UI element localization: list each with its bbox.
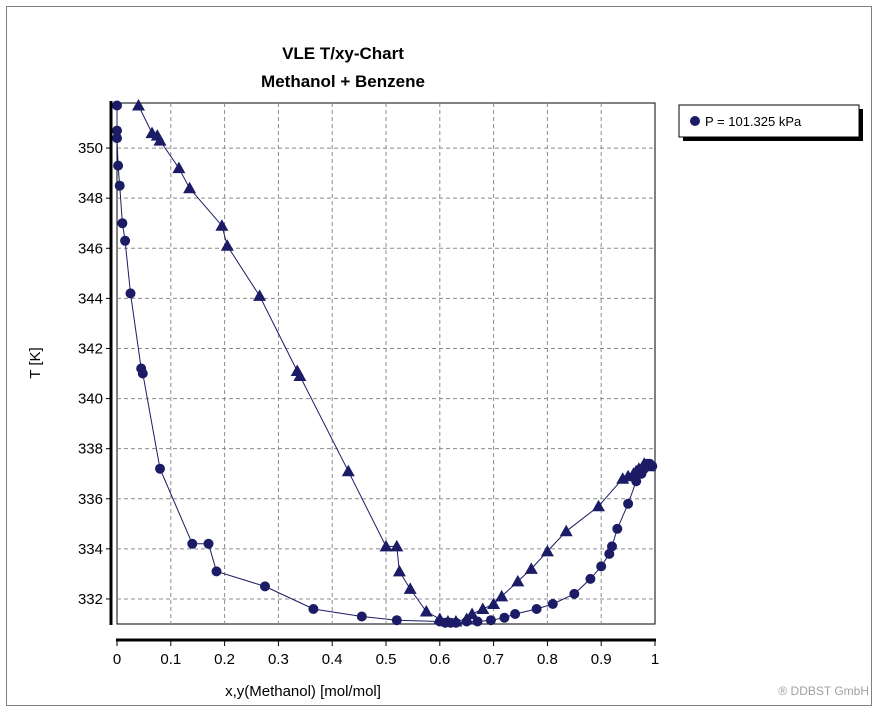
vapor-point <box>465 607 479 619</box>
vapor-point <box>153 134 167 146</box>
vapor-point <box>476 602 490 614</box>
liquid-point <box>187 538 198 549</box>
liquid-point <box>114 180 125 191</box>
liquid-point <box>112 133 122 144</box>
liquid-point <box>308 604 319 614</box>
copyright-text: ® DDBST GmbH <box>778 684 869 698</box>
legend-marker <box>690 116 700 126</box>
vapor-point <box>449 615 463 627</box>
y-tick-label: 350 <box>78 140 103 157</box>
chart-title: VLE T/xy-Chart <box>282 44 404 63</box>
y-tick-label: 342 <box>78 340 103 357</box>
x-tick-label: 0.6 <box>429 651 450 668</box>
x-tick-label: 0.9 <box>591 651 612 668</box>
liquid-point <box>125 288 136 299</box>
liquid-point <box>120 235 131 246</box>
vapor-point <box>559 524 573 537</box>
liquid-point <box>510 609 521 619</box>
legend: P = 101.325 kPa <box>678 104 863 141</box>
y-tick-label: 346 <box>78 240 103 257</box>
y-tick-label: 332 <box>78 591 103 608</box>
vapor-point <box>495 589 509 602</box>
x-tick-label: 0.3 <box>268 651 289 668</box>
vapor-point <box>132 99 145 111</box>
y-tick-label: 344 <box>78 290 103 307</box>
vapor-point <box>341 464 355 477</box>
liquid-point <box>391 615 402 626</box>
liquid-point <box>117 218 128 229</box>
vapor-point <box>215 219 229 231</box>
x-tick-label: 0.8 <box>537 651 558 668</box>
vapor-point <box>540 544 554 557</box>
liquid-point <box>547 599 558 609</box>
liquid-point <box>113 160 124 171</box>
vapor-point <box>392 564 406 577</box>
vapor-point <box>379 539 393 552</box>
y-tick-label: 338 <box>78 441 103 458</box>
vapor-point <box>403 582 417 594</box>
legend-entry: P = 101.325 kPa <box>705 114 802 129</box>
liquid-point <box>211 566 222 577</box>
chart-frame: VLE T/xy-Chart Methanol + Benzene 332 334… <box>6 6 872 706</box>
vapor-point <box>592 499 605 512</box>
liquid-point <box>485 615 496 626</box>
liquid-point <box>585 573 596 584</box>
liquid-point <box>569 588 580 599</box>
liquid-point <box>137 368 148 379</box>
x-tick-label: 0.2 <box>214 651 235 668</box>
y-tick-label: 348 <box>78 190 103 207</box>
vapor-point <box>293 369 307 381</box>
liquid-point <box>203 538 214 549</box>
x-tick-label: 0.7 <box>483 651 504 668</box>
y-axis-label: T [K] <box>27 347 44 378</box>
vapor-point <box>253 289 267 301</box>
liquid-point <box>112 100 122 111</box>
x-tick-label: 0.4 <box>322 651 343 668</box>
liquid-point <box>499 612 510 623</box>
liquid-point <box>612 523 623 534</box>
liquid-point <box>604 548 615 559</box>
vapor-point <box>183 181 197 194</box>
vapor-point <box>643 459 657 472</box>
y-tick-label: 334 <box>78 541 103 558</box>
x-tick-label: 0.5 <box>376 651 397 668</box>
vapor-point <box>433 612 447 624</box>
x-axis: 0 0.1 0.2 0.3 0.4 0.5 0.6 0.7 0.8 0.9 1 <box>113 638 659 668</box>
liquid-point <box>531 604 542 614</box>
vapor-point <box>390 539 404 552</box>
liquid-point <box>623 498 634 509</box>
vapor-point <box>511 574 525 587</box>
vapor-point <box>172 161 186 174</box>
x-axis-label: x,y(Methanol) [mol/mol] <box>225 683 381 700</box>
vapor-point <box>220 239 234 251</box>
liquid-point <box>607 541 617 552</box>
legend-box <box>678 104 860 138</box>
x-tick-label: 0 <box>113 651 121 668</box>
vapor-point <box>487 597 501 609</box>
vapor-point <box>524 562 538 574</box>
chart-subtitle: Methanol + Benzene <box>261 72 425 91</box>
vapor-point <box>419 605 433 617</box>
liquid-point <box>596 561 607 572</box>
vle-chart: VLE T/xy-Chart Methanol + Benzene 332 334… <box>27 44 869 700</box>
y-tick-label: 336 <box>78 491 103 508</box>
liquid-point <box>356 611 367 622</box>
liquid-point <box>155 463 165 474</box>
liquid-point <box>112 125 122 136</box>
y-tick-label: 340 <box>78 391 103 408</box>
plot-area <box>112 99 658 628</box>
liquid-point <box>260 581 270 592</box>
x-tick-label: 1 <box>651 651 659 668</box>
y-axis: 332 334 336 338 340 342 344 346 348 350 <box>78 101 113 625</box>
x-tick-label: 0.1 <box>160 651 181 668</box>
